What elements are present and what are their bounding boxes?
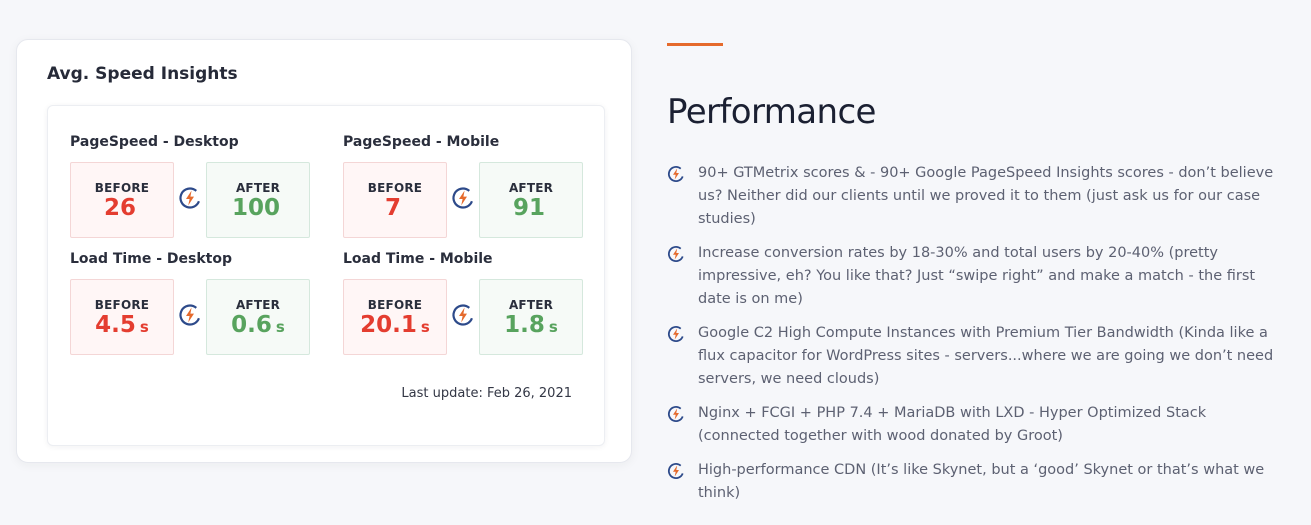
after-label: AFTER — [235, 298, 281, 312]
lightning-bolt-circle-icon — [667, 462, 685, 480]
after-box: AFTER 100 — [206, 162, 310, 238]
before-value: 26 — [103, 195, 136, 221]
lightning-bolt-circle-icon — [667, 165, 685, 183]
lightning-bolt-circle-icon — [667, 245, 685, 263]
group-label: PageSpeed - Desktop — [70, 134, 239, 150]
after-value: 91 — [512, 195, 545, 221]
group-label: Load Time - Desktop — [70, 251, 232, 267]
last-update: Last update: Feb 26, 2021 — [401, 386, 572, 401]
after-value: 1.8 s — [504, 312, 558, 338]
pagespeed-desktop-group: PageSpeed - Desktop BEFORE 26 AFTER 100 — [70, 134, 310, 238]
speed-insights-card: Avg. Speed Insights PageSpeed - Desktop … — [16, 39, 632, 463]
list-item: Increase conversion rates by 18-30% and … — [667, 242, 1287, 311]
score-comparison: BEFORE 4.5 s AFTER 0.6 s — [70, 279, 310, 355]
before-value: 7 — [384, 195, 401, 221]
after-value: 0.6 s — [231, 312, 285, 338]
lightning-bolt-circle-icon — [667, 405, 685, 423]
section-title: Performance — [667, 92, 876, 132]
group-label: Load Time - Mobile — [343, 251, 493, 267]
after-box: AFTER 0.6 s — [206, 279, 310, 355]
lightning-bolt-circle-icon — [452, 304, 474, 326]
before-value: 20.1 s — [360, 312, 430, 338]
before-label: BEFORE — [94, 298, 150, 312]
before-box: BEFORE 4.5 s — [70, 279, 174, 355]
pagespeed-mobile-group: PageSpeed - Mobile BEFORE 7 AFTER 91 — [343, 134, 583, 238]
card-title: Avg. Speed Insights — [47, 64, 238, 84]
after-box: AFTER 1.8 s — [479, 279, 583, 355]
after-value: 100 — [231, 195, 280, 221]
before-label: BEFORE — [367, 298, 423, 312]
group-label: PageSpeed - Mobile — [343, 134, 500, 150]
accent-divider — [667, 43, 723, 46]
feature-text: 90+ GTMetrix scores & - 90+ Google PageS… — [698, 165, 1274, 227]
list-item: 90+ GTMetrix scores & - 90+ Google PageS… — [667, 162, 1287, 231]
before-box: BEFORE 26 — [70, 162, 174, 238]
list-item: Nginx + FCGI + PHP 7.4 + MariaDB with LX… — [667, 402, 1287, 448]
score-comparison: BEFORE 26 AFTER 100 — [70, 162, 310, 238]
load-time-desktop-group: Load Time - Desktop BEFORE 4.5 s AFTER 0.… — [70, 251, 310, 355]
after-label: AFTER — [235, 181, 281, 195]
after-label: AFTER — [508, 181, 554, 195]
feature-text: Increase conversion rates by 18-30% and … — [698, 245, 1256, 307]
lightning-bolt-circle-icon — [452, 187, 474, 209]
score-comparison: BEFORE 7 AFTER 91 — [343, 162, 583, 238]
before-value: 4.5 s — [95, 312, 149, 338]
lightning-bolt-circle-icon — [667, 325, 685, 343]
feature-text: Nginx + FCGI + PHP 7.4 + MariaDB with LX… — [698, 405, 1207, 444]
score-comparison: BEFORE 20.1 s AFTER 1.8 s — [343, 279, 583, 355]
before-box: BEFORE 7 — [343, 162, 447, 238]
before-label: BEFORE — [94, 181, 150, 195]
after-label: AFTER — [508, 298, 554, 312]
feature-list: 90+ GTMetrix scores & - 90+ Google PageS… — [667, 162, 1287, 516]
list-item: Google C2 High Compute Instances with Pr… — [667, 322, 1287, 391]
load-time-mobile-group: Load Time - Mobile BEFORE 20.1 s AFTER 1.… — [343, 251, 583, 355]
lightning-bolt-circle-icon — [179, 304, 201, 326]
before-label: BEFORE — [367, 181, 423, 195]
after-box: AFTER 91 — [479, 162, 583, 238]
feature-text: High-performance CDN (It’s like Skynet, … — [698, 462, 1265, 501]
lightning-bolt-circle-icon — [179, 187, 201, 209]
before-box: BEFORE 20.1 s — [343, 279, 447, 355]
speed-insights-panel: PageSpeed - Desktop BEFORE 26 AFTER 100 … — [47, 105, 605, 446]
feature-text: Google C2 High Compute Instances with Pr… — [698, 325, 1274, 387]
list-item: High-performance CDN (It’s like Skynet, … — [667, 459, 1287, 505]
